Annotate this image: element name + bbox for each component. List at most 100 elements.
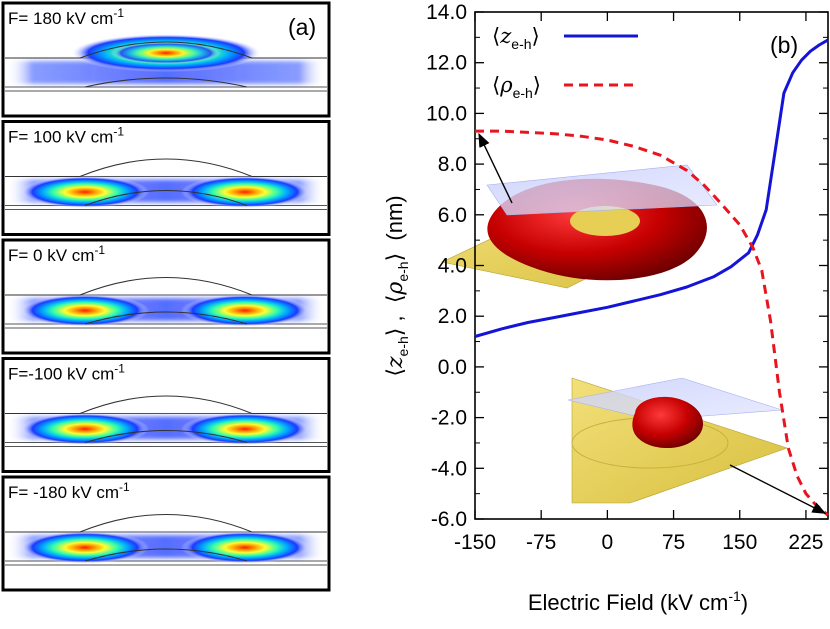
- ring-arc-top: [5, 513, 327, 533]
- subpanel-label-sup: -1: [119, 480, 130, 494]
- y-tick-label: 12.0: [426, 52, 467, 75]
- subpanel-label-sup: -1: [113, 6, 124, 20]
- x-axis-title-main: Electric Field (kV cm: [528, 590, 728, 615]
- subpanel-label: F= -180 kV cm-1: [8, 480, 130, 502]
- inset-arrows: [478, 132, 827, 514]
- y-title-z-left: ⟨: [382, 368, 407, 377]
- subpanel-label-main: F= 0 kV cm: [8, 246, 94, 265]
- density-lobe-0: [21, 531, 149, 564]
- density-lobe-0: [21, 294, 149, 327]
- y-tick-label: -6.0: [431, 508, 467, 531]
- y-axis-title: ⟨ze-h⟩ , ⟨ρe-h⟩ (nm): [382, 195, 411, 376]
- y-title-z-right: ⟩: [382, 328, 407, 337]
- legend-label-0: ⟨ze-h⟩: [492, 24, 540, 52]
- x-axis-title: Electric Field (kV cm-1): [528, 588, 748, 615]
- series-line-0: [474, 38, 829, 338]
- plot-axes: -6.0 -4.0 -2.0 0.0 2.0 4.0 6.0 8.0 10.0 12.0 14.0 -…: [426, 1, 829, 554]
- arrow-inset-1: [478, 132, 513, 204]
- subpanel-1: F= 100 kV cm-1: [1, 120, 331, 236]
- panel-b-chart: -6.0 -4.0 -2.0 0.0 2.0 4.0 6.0 8.0 10.0 12.0 14.0 -…: [382, 1, 829, 615]
- y-title-z-sym: z: [383, 356, 408, 369]
- density-lobe-1: [181, 176, 309, 208]
- subpanel-label: F= 180 kV cm-1: [8, 6, 124, 28]
- y-tick-label: 4.0: [438, 255, 467, 278]
- ring-arc-bottom: [84, 430, 248, 444]
- x-tick-label: 225: [788, 531, 823, 554]
- y-title-sep: ,: [382, 303, 407, 327]
- inset-compact-exciton: [567, 377, 788, 504]
- subpanel-4: F= -180 kV cm-1: [1, 475, 331, 592]
- x-tick-label: -150: [454, 531, 496, 554]
- ring-arc-top: [5, 41, 327, 59]
- legend: ⟨ze-h⟩⟨ρe-h⟩: [492, 24, 638, 101]
- y-title-unit: (nm): [382, 195, 407, 252]
- y-title-z-sub: e-h: [395, 336, 411, 356]
- ring-arc-bottom: [84, 189, 248, 207]
- ring-arc-bottom: [84, 77, 248, 88]
- inset-1-blue-plane: [486, 164, 718, 216]
- density-lobe-0: [21, 413, 149, 445]
- panel-b: -6.0 -4.0 -2.0 0.0 2.0 4.0 6.0 8.0 10.0 12.0 14.0 -…: [332, 0, 830, 624]
- y-title-rho-right: ⟩: [382, 253, 407, 262]
- subpanel-0: F= 180 kV cm-1: [1, 1, 331, 118]
- ring-arc-top: [5, 395, 327, 415]
- inset-ring-exciton: [441, 164, 718, 289]
- legend-symbol: ρ: [499, 73, 513, 97]
- panel-a-tag: (a): [288, 14, 316, 40]
- legend-label-1: ⟨ρe-h⟩: [492, 73, 541, 101]
- plot-series: [474, 38, 829, 517]
- y-title-rho-sym: ρ: [383, 282, 408, 296]
- x-axis-title-close: ): [741, 590, 748, 615]
- subpanel-label: F= 100 kV cm-1: [8, 125, 124, 147]
- y-tick-label: 8.0: [438, 153, 467, 176]
- subpanel-3: F=-100 kV cm-1: [1, 357, 331, 473]
- series-line-1: [475, 129, 829, 517]
- panel-a-figure: F= 180 kV cm-1F= 100 kV cm-1F= 0 kV cm-1…: [1, 1, 331, 592]
- legend-bracket-left: ⟨: [492, 73, 500, 97]
- y-tick-label: -4.0: [431, 457, 467, 480]
- y-tick-label: 0.0: [438, 356, 467, 379]
- ring-arc-top: [5, 276, 327, 296]
- density-lobe-0: [21, 176, 149, 208]
- subpanel-label-main: F= 100 kV cm: [8, 128, 113, 147]
- y-tick-label: 14.0: [426, 1, 467, 24]
- y-tick-label: 10.0: [426, 102, 467, 125]
- inset-2-red-blob: [632, 396, 704, 449]
- legend-bracket-right: ⟩: [533, 73, 541, 97]
- arrow-inset-2: [729, 464, 827, 514]
- legend-subscript: e-h: [511, 36, 531, 52]
- y-tick-label: 6.0: [438, 204, 467, 227]
- subpanel-2: F= 0 kV cm-1: [1, 238, 331, 355]
- density-band: [7, 61, 325, 84]
- ring-arc-bottom: [84, 311, 248, 325]
- x-tick-label: 75: [662, 531, 685, 554]
- subpanel-label: F= 0 kV cm-1: [8, 243, 105, 265]
- density-lobe-1: [181, 294, 309, 327]
- subpanel-label-main: F=-100 kV cm: [8, 365, 114, 384]
- ring-arc-top: [5, 158, 327, 178]
- density-lobe-1: [181, 413, 309, 445]
- x-tick-label: 0: [602, 531, 614, 554]
- subpanel-label-sup: -1: [114, 362, 125, 376]
- panel-b-tag: (b): [770, 32, 798, 58]
- y-tick-label: -2.0: [431, 407, 467, 430]
- y-tick-label: 2.0: [438, 305, 467, 328]
- legend-bracket-right: ⟩: [532, 24, 540, 48]
- x-tick-label: -75: [526, 531, 556, 554]
- density-core-center: [111, 42, 221, 64]
- subpanel-label-main: F= 180 kV cm: [8, 9, 113, 28]
- subpanel-label-sup: -1: [113, 125, 124, 139]
- y-title-rho-sub: e-h: [395, 261, 411, 281]
- legend-bracket-left: ⟨: [492, 24, 500, 48]
- panel-a: F= 180 kV cm-1 F= 100 kV cm-1 F= 0 kV cm-1…: [0, 0, 332, 624]
- subpanel-label-sup: -1: [94, 243, 105, 257]
- legend-subscript: e-h: [513, 85, 533, 101]
- x-tick-label: 150: [722, 531, 757, 554]
- inset-1-ring-hole: [570, 206, 640, 236]
- subpanel-label: F=-100 kV cm-1: [8, 362, 125, 384]
- y-title-rho-left: ⟨: [382, 295, 407, 304]
- ring-arc-bottom: [84, 548, 248, 562]
- legend-symbol: z: [499, 24, 512, 48]
- density-lobe-1: [181, 531, 309, 564]
- x-axis-title-sup: -1: [728, 588, 741, 604]
